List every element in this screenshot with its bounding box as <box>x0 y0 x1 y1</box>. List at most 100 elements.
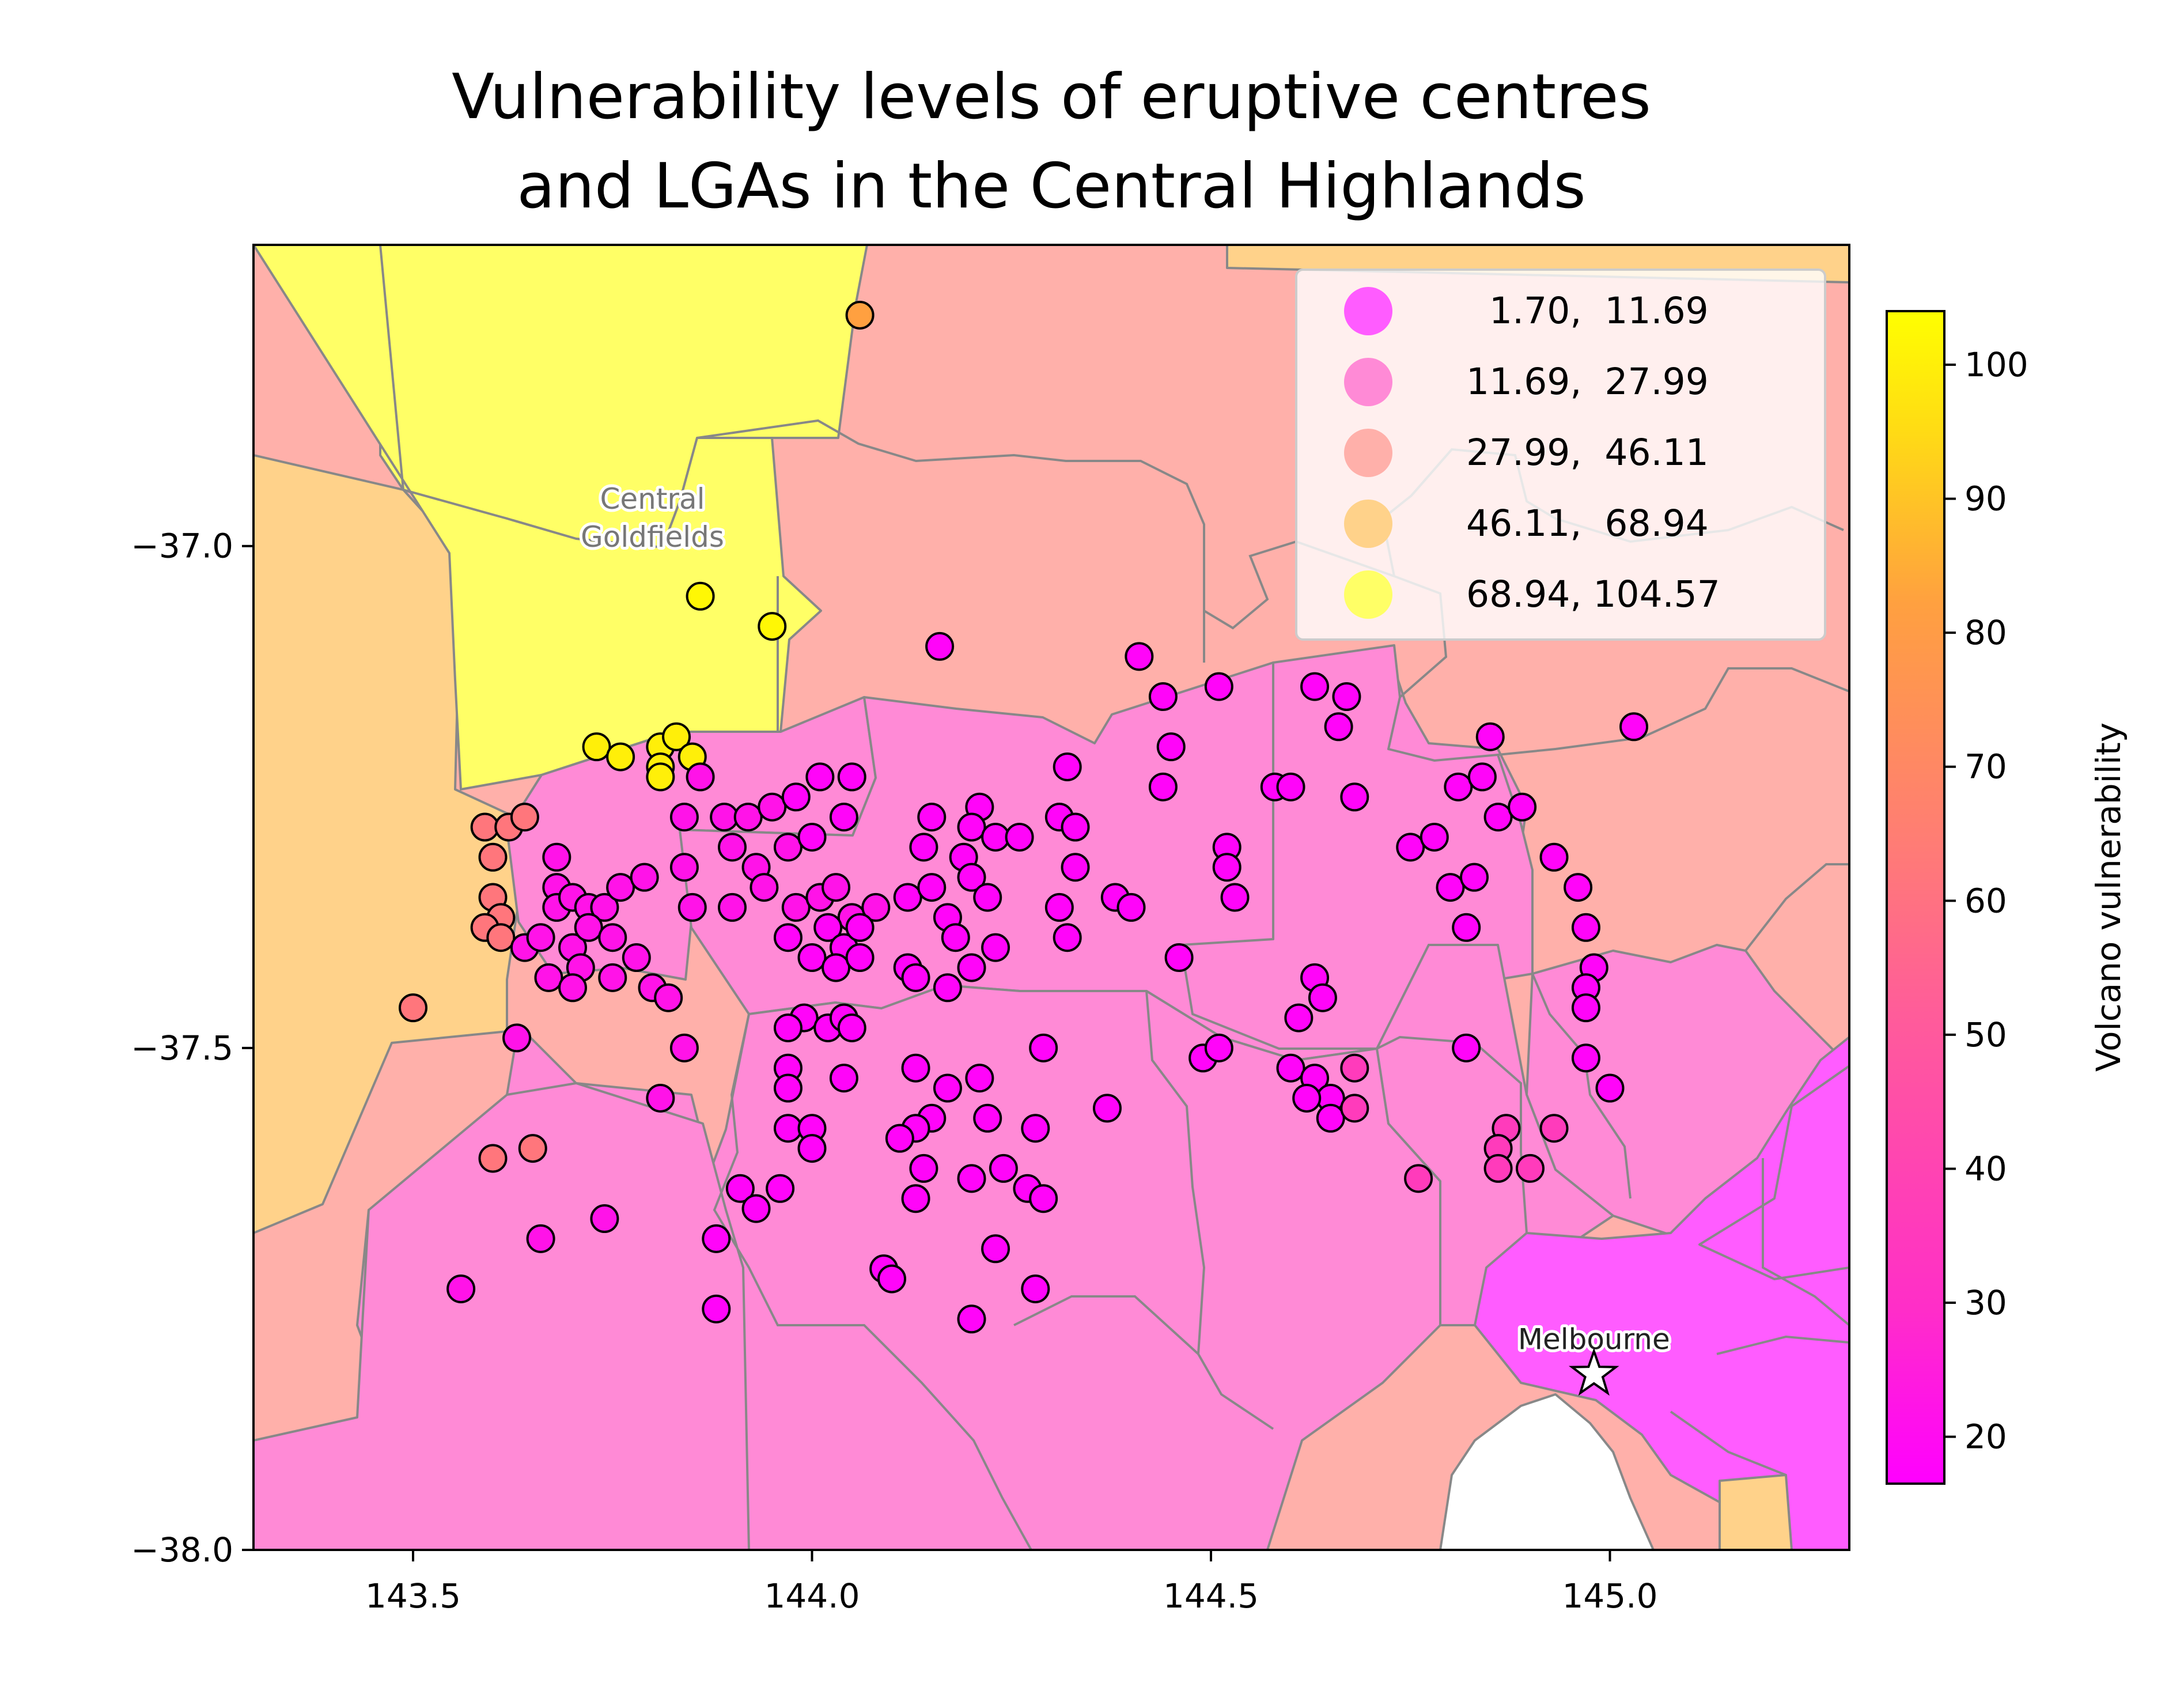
legend-label: 46.11, 68.94 <box>1466 502 1709 544</box>
eruptive-centre-point <box>590 1204 619 1234</box>
eruptive-centre-point <box>965 1064 994 1093</box>
eruptive-centre-point <box>805 762 835 792</box>
x-tick-label: 144.0 <box>764 1576 860 1616</box>
lga-region-north-east-metro <box>1698 1065 1849 1280</box>
colorbar-tick-label: 70 <box>1965 747 2007 786</box>
y-tick-label: −38.0 <box>131 1530 233 1569</box>
eruptive-centre-point <box>925 631 955 661</box>
eruptive-centre-point <box>669 1033 699 1062</box>
colorbar-tick-label: 60 <box>1965 881 2007 920</box>
eruptive-centre-point <box>773 1073 803 1103</box>
eruptive-centre-point <box>542 842 571 872</box>
eruptive-centre-point <box>750 873 779 902</box>
eruptive-centre-point <box>973 1103 1002 1133</box>
eruptive-centre-point <box>669 853 699 882</box>
eruptive-centre-point <box>1564 873 1593 902</box>
eruptive-centre-point <box>558 973 587 1003</box>
map-title-line-2: and LGAs in the Central Highlands <box>517 150 1585 222</box>
eruptive-centre-point <box>630 863 659 892</box>
eruptive-centre-point <box>773 1013 803 1042</box>
lga-label-central-goldfields: Central Goldfields <box>581 482 724 554</box>
eruptive-centre-point <box>1420 822 1449 852</box>
eruptive-centre-point <box>957 812 986 842</box>
eruptive-centre-point <box>1125 642 1154 671</box>
eruptive-centre-point <box>582 732 611 762</box>
lga-region-central-goldfields <box>253 245 822 791</box>
eruptive-centre-point <box>646 1083 675 1113</box>
x-tick-label: 143.5 <box>365 1576 461 1616</box>
eruptive-centre-point <box>526 923 555 952</box>
eruptive-centre-point <box>1284 1003 1314 1033</box>
eruptive-centre-point <box>837 762 866 792</box>
eruptive-centre-point <box>797 822 827 852</box>
eruptive-centre-point <box>718 833 747 862</box>
eruptive-centre-point <box>909 1153 938 1183</box>
eruptive-centre-point <box>781 782 811 812</box>
legend-label: 11.69, 27.99 <box>1466 361 1709 403</box>
eruptive-centre-point <box>478 842 508 872</box>
eruptive-centre-point <box>957 1304 986 1334</box>
eruptive-centre-point <box>917 873 947 902</box>
eruptive-centre-point <box>686 762 715 792</box>
eruptive-centre-point <box>718 892 747 922</box>
lga-region-southeast-orange <box>1719 1474 1793 1550</box>
eruptive-centre-point <box>845 913 875 942</box>
y-tick-label: −37.0 <box>131 527 233 566</box>
eruptive-centre-point <box>1396 833 1425 862</box>
map-title-line-1: Vulnerability levels of eruptive centres <box>452 61 1651 133</box>
eruptive-centre-point <box>1619 712 1649 742</box>
eruptive-centre-point <box>1340 1094 1369 1123</box>
eruptive-centre-point <box>1021 1274 1050 1303</box>
eruptive-centre-point <box>797 1134 827 1163</box>
lga-label-melbourne: Melbourne <box>1518 1323 1670 1356</box>
eruptive-centre-point <box>1204 1033 1233 1062</box>
eruptive-centre-point <box>1444 772 1473 801</box>
colorbar-tick-label: 90 <box>1965 479 2007 519</box>
colorbar-tick-label: 50 <box>1965 1015 2007 1054</box>
eruptive-centre-point <box>590 892 619 922</box>
eruptive-centre-point <box>758 792 787 822</box>
eruptive-centre-point <box>822 873 851 902</box>
eruptive-centre-point <box>1571 1043 1600 1073</box>
eruptive-centre-point <box>957 863 986 892</box>
eruptive-centre-point <box>1061 853 1090 882</box>
eruptive-centre-point <box>901 963 930 992</box>
eruptive-centre-point <box>1300 672 1330 701</box>
eruptive-centre-point <box>773 833 803 862</box>
legend-label: 27.99, 46.11 <box>1466 432 1709 474</box>
eruptive-centre-point <box>933 1073 962 1103</box>
colorbar-tick-label: 80 <box>1965 613 2007 652</box>
eruptive-centre-point <box>877 1264 906 1294</box>
eruptive-centre-point <box>702 1224 731 1253</box>
eruptive-centre-point <box>654 983 683 1012</box>
x-tick-label: 144.5 <box>1163 1576 1259 1616</box>
colorbar-tick-label: 100 <box>1965 345 2028 384</box>
y-tick-label: −37.5 <box>131 1028 233 1068</box>
eruptive-centre-point <box>686 581 715 611</box>
eruptive-centre-point <box>669 803 699 832</box>
eruptive-centre-point <box>973 883 1002 912</box>
eruptive-centre-point <box>1148 682 1178 712</box>
legend-box <box>1295 268 1826 641</box>
eruptive-centre-point <box>941 923 970 952</box>
eruptive-centre-point <box>702 1294 731 1323</box>
eruptive-centre-point <box>486 923 516 952</box>
colorbar-label: Volcano vulnerability <box>2089 723 2128 1072</box>
eruptive-centre-point <box>725 1174 755 1203</box>
eruptive-centre-point <box>1092 1094 1122 1123</box>
eruptive-centre-point <box>518 1134 547 1163</box>
eruptive-centre-point <box>598 963 627 992</box>
eruptive-centre-point <box>1332 682 1361 712</box>
eruptive-centre-point <box>1475 722 1505 751</box>
eruptive-centre-point <box>1539 1114 1569 1143</box>
eruptive-centre-point <box>1029 1033 1058 1062</box>
eruptive-centre-point <box>574 913 603 942</box>
eruptive-centre-point <box>861 892 891 922</box>
eruptive-centre-point <box>1460 863 1489 892</box>
eruptive-centre-point <box>1116 892 1146 922</box>
eruptive-centre-point <box>1404 1164 1433 1193</box>
eruptive-centre-point <box>1308 983 1337 1012</box>
eruptive-centre-point <box>1005 822 1034 852</box>
colorbar-tick-label: 20 <box>1965 1417 2007 1457</box>
eruptive-centre-point <box>885 1124 914 1153</box>
